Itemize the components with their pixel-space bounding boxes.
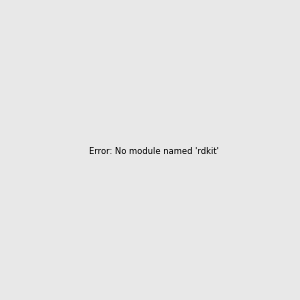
Text: Error: No module named 'rdkit': Error: No module named 'rdkit' — [89, 147, 219, 156]
